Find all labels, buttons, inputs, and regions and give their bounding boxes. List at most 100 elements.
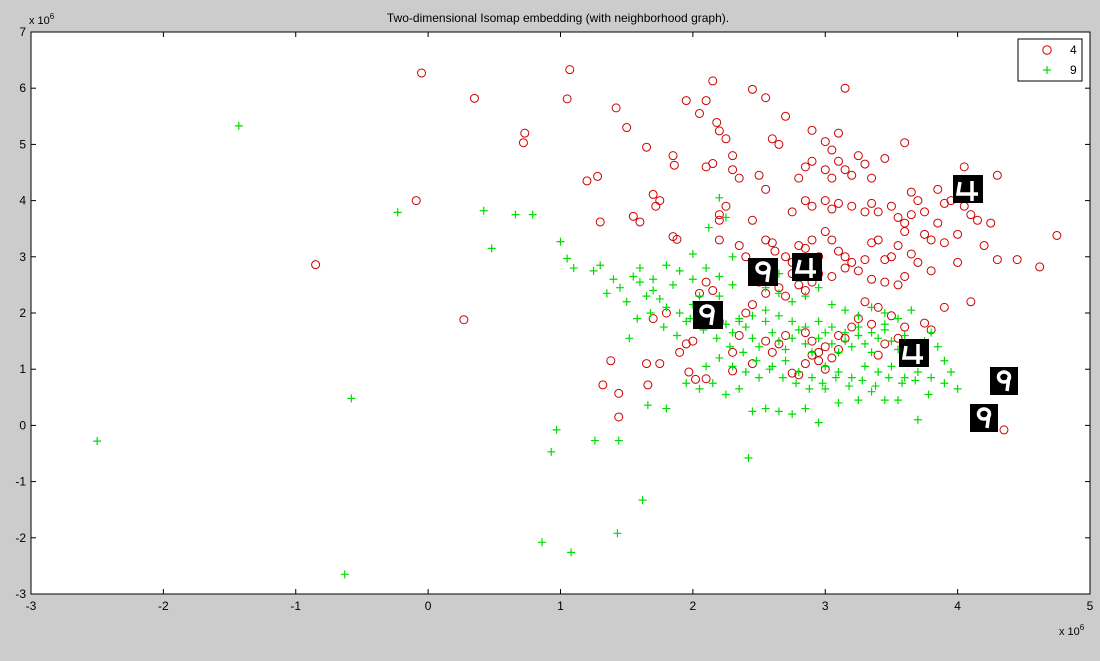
data-point [874, 334, 883, 343]
data-point [900, 271, 910, 281]
data-point [761, 93, 771, 103]
data-point [834, 368, 843, 377]
data-point [646, 309, 655, 317]
data-point [511, 210, 520, 219]
digit-image-4-c [899, 339, 929, 367]
data-point [648, 189, 658, 199]
data-point [920, 229, 930, 239]
data-point [340, 570, 349, 579]
data-point [734, 330, 744, 340]
data-point [686, 314, 695, 323]
data-point [972, 215, 982, 225]
data-point [801, 339, 810, 348]
data-point [625, 334, 634, 343]
data-point [814, 356, 824, 366]
data-point [562, 94, 572, 104]
x-tick-label: 2 [690, 599, 697, 613]
data-point [582, 176, 592, 186]
x-tick-label: 0 [425, 599, 432, 613]
data-point [734, 173, 744, 183]
data-point [886, 311, 896, 321]
data-point [752, 356, 761, 365]
data-point [827, 300, 836, 309]
data-point [781, 291, 791, 301]
data-point [827, 173, 837, 183]
data-point [761, 317, 770, 326]
data-point [900, 331, 909, 340]
y-tick-label: -3 [15, 587, 26, 601]
data-point [602, 289, 611, 298]
data-point [616, 283, 625, 292]
data-point [860, 297, 870, 307]
data-point [681, 96, 691, 106]
data-point [840, 83, 850, 93]
data-point [827, 204, 837, 214]
x-tick-label: -3 [26, 599, 37, 613]
data-point [947, 368, 956, 377]
data-point [845, 382, 854, 391]
data-point [635, 278, 644, 287]
data-point [708, 286, 718, 296]
data-point [682, 379, 691, 388]
data-point [649, 286, 658, 295]
data-point [820, 137, 830, 147]
data-point [728, 280, 737, 289]
data-point [781, 345, 790, 354]
data-point [748, 311, 757, 320]
x-tick-label: -2 [158, 599, 169, 613]
data-point [853, 266, 863, 276]
data-point [741, 323, 750, 332]
y-exponent-base: x 10 [29, 15, 50, 27]
data-point [913, 368, 922, 377]
data-point [814, 334, 823, 343]
data-point [518, 138, 528, 148]
data-point [721, 390, 730, 399]
y-tick-label: 4 [19, 194, 26, 208]
data-point [886, 252, 896, 262]
legend-marker-series-1 [1042, 45, 1052, 55]
data-point [714, 126, 724, 136]
data-point [840, 165, 850, 175]
data-point [894, 314, 903, 323]
data-point [834, 348, 843, 357]
data-point [907, 306, 916, 315]
data-point [986, 218, 996, 228]
data-point [701, 277, 711, 287]
data-point [469, 93, 479, 103]
data-point [721, 201, 731, 211]
data-point [556, 237, 565, 246]
data-point [747, 215, 757, 225]
data-point [684, 367, 694, 377]
data-point [643, 380, 653, 390]
data-point [781, 356, 790, 365]
data-point [860, 207, 870, 217]
data-point [761, 404, 770, 413]
data-point [628, 211, 638, 221]
data-point [393, 208, 402, 217]
data-point [702, 264, 711, 273]
data-point [589, 266, 598, 275]
data-point [598, 380, 608, 390]
data-point [940, 379, 949, 388]
x-tick-label: 1 [557, 599, 564, 613]
data-point [655, 359, 665, 369]
data-point [807, 125, 817, 135]
legend-label-series-1: 4 [1070, 43, 1077, 57]
data-point [827, 323, 836, 332]
data-point [898, 379, 907, 388]
data-point [662, 261, 671, 270]
data-point [1035, 262, 1045, 272]
data-point [801, 323, 810, 332]
data-point [747, 300, 757, 310]
data-point [651, 201, 661, 211]
data-point [613, 529, 622, 538]
data-point [860, 159, 870, 169]
data-point [886, 201, 896, 211]
data-point [728, 362, 737, 371]
data-point [552, 425, 561, 434]
data-point [794, 173, 804, 183]
data-point [642, 292, 651, 301]
data-point [694, 108, 704, 118]
data-point [695, 292, 704, 301]
legend: 4 9 [1017, 38, 1083, 82]
